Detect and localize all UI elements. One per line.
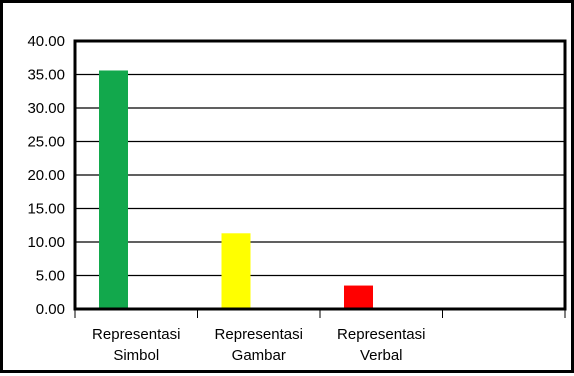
x-category-label: Representasi xyxy=(337,326,425,343)
y-tick-label: 10.00 xyxy=(27,234,65,251)
y-tick-label: 25.00 xyxy=(27,134,65,151)
x-category-label: Verbal xyxy=(360,347,403,364)
bars xyxy=(99,70,373,309)
bar xyxy=(344,285,373,309)
x-category-label: Simbol xyxy=(113,347,159,364)
x-axis-ticks: Representasi Simbol Representasi Gambar Repr… xyxy=(74,309,566,364)
y-tick-label: 30.00 xyxy=(27,100,65,117)
bar xyxy=(221,233,251,309)
y-tick-label: 35.00 xyxy=(27,67,65,84)
x-category-label: Gambar xyxy=(232,347,286,364)
gridlines xyxy=(75,73,565,277)
y-tick-label: 20.00 xyxy=(27,167,65,184)
y-axis-ticks: 0.00 5.00 10.00 15.00 20.00 25.00 30.00 35.00 40… xyxy=(27,33,65,318)
y-tick-label: 40.00 xyxy=(27,33,65,50)
x-category-label: Representasi xyxy=(215,326,303,343)
y-tick-label: 0.00 xyxy=(36,301,65,318)
y-tick-label: 15.00 xyxy=(27,201,65,218)
x-category-label: Representasi xyxy=(92,326,180,343)
bar xyxy=(99,70,128,309)
y-tick-label: 5.00 xyxy=(36,268,65,285)
bar-chart: 0.00 5.00 10.00 15.00 20.00 25.00 30.00 35.00 40… xyxy=(27,33,567,364)
